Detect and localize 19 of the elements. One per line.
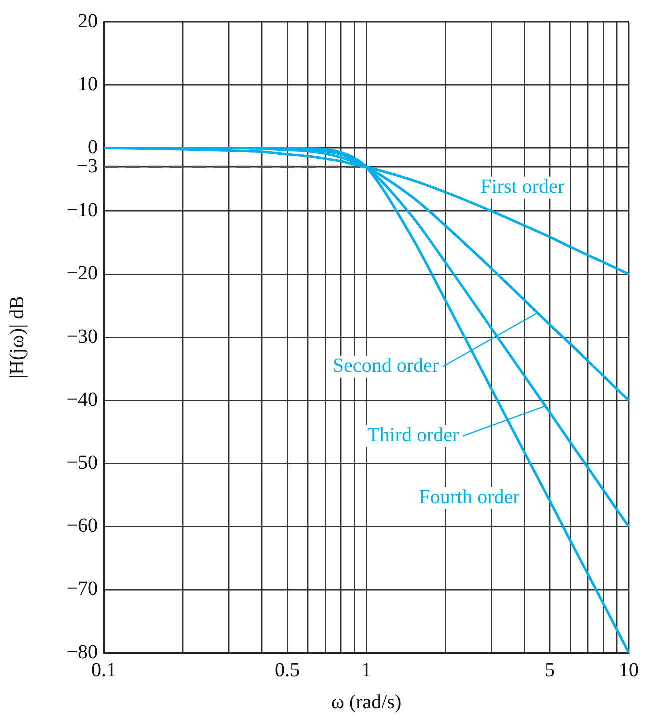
annotation: First order (480, 176, 565, 198)
y-tick-label: 20 (78, 10, 98, 32)
x-axis-title: ω (rad/s) (331, 691, 402, 714)
annotation: Third order (368, 424, 460, 447)
x-tick-label: 5 (544, 659, 555, 682)
y-tick-label: −20 (66, 262, 98, 285)
y-tick-label: −10 (66, 200, 98, 222)
y-tick-label: 10 (78, 73, 98, 96)
x-tick-label: 1 (362, 659, 372, 682)
y-tick-label: −70 (66, 578, 98, 600)
x-tick-label: 10 (619, 659, 639, 682)
y-tick-label: −60 (66, 515, 98, 538)
annotation: Fourth order (419, 486, 520, 509)
y-tick-label: −40 (66, 388, 98, 411)
annotation: Second order (332, 355, 440, 378)
x-tick-label: 0.5 (274, 659, 300, 682)
y-tick-label: −50 (66, 452, 98, 474)
y-axis-title: |H(jω)| dB (6, 296, 28, 379)
y-tick-label: −30 (66, 326, 98, 348)
